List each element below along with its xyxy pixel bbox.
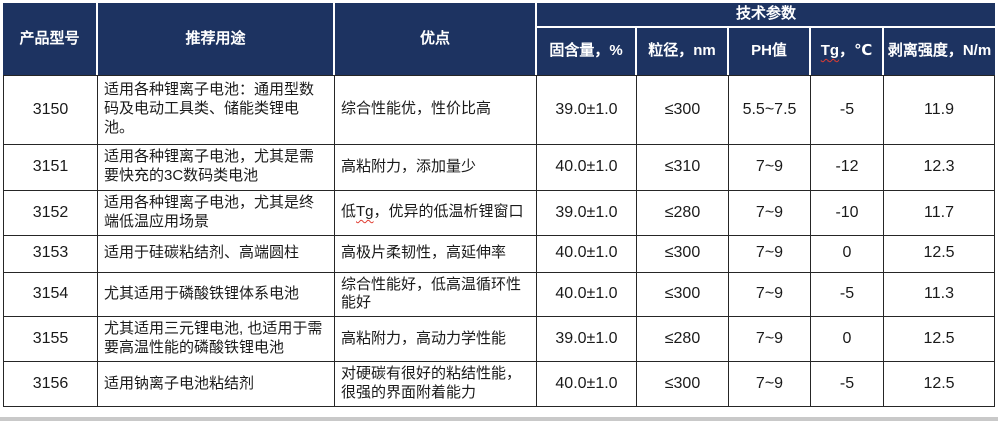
cell-model: 3153 xyxy=(3,235,98,273)
tg-text-spellcheck: Tg xyxy=(356,203,374,221)
header-row-top: 产品型号 推荐用途 优点 技术参数 xyxy=(3,3,996,75)
cell-peel-strength: 11.9 xyxy=(884,74,996,145)
cell-tg: -5 xyxy=(811,362,884,408)
screenshot-bottom-edge xyxy=(0,417,998,421)
header-cell-tech-params: 技术参数 xyxy=(537,3,996,28)
product-spec-table: 产品型号 推荐用途 优点 技术参数 固含量，% 粒径，nm PH值 Tg，℃ 剥… xyxy=(3,3,996,408)
cell-particle-size: ≤280 xyxy=(637,190,729,236)
cell-advantage: 低Tg，优异的低温析锂窗口 xyxy=(335,190,537,236)
advantage-text: ，优异的低温析锂窗口 xyxy=(373,203,524,221)
cell-tg: -10 xyxy=(811,190,884,236)
cell-peel-strength: 12.3 xyxy=(884,144,996,191)
cell-tg: 0 xyxy=(811,317,884,363)
cell-peel-strength: 11.7 xyxy=(884,190,996,236)
table-row: 3152 适用各种锂离子电池，尤其是终端低温应用场景 低Tg，优异的低温析锂窗口… xyxy=(3,190,996,236)
table-row: 3154 尤其适用于磷酸铁锂体系电池 综合性能好，低高温循环性能好 40.0±1… xyxy=(3,272,996,318)
header-cell-product: 产品型号 xyxy=(3,3,98,75)
cell-ph: 7~9 xyxy=(729,317,811,363)
cell-ph: 7~9 xyxy=(729,362,811,408)
cell-ph: 7~9 xyxy=(729,272,811,318)
header-cell-ph: PH值 xyxy=(729,27,811,75)
table-row: 3150 适用各种锂离子电池：通用型数码及电动工具类、储能类锂电池。 综合性能优… xyxy=(3,74,996,145)
table-row: 3156 适用钠离子电池粘结剂 对硬碳有很好的粘结性能，很强的界面附着能力 40… xyxy=(3,362,996,408)
cell-tg: -5 xyxy=(811,272,884,318)
header-cell-peel-strength: 剥离强度，N/m xyxy=(884,27,996,75)
cell-usage: 适用各种锂离子电池，尤其是终端低温应用场景 xyxy=(98,190,335,236)
cell-particle-size: ≤300 xyxy=(637,272,729,318)
header-cell-advantage: 优点 xyxy=(335,3,537,75)
header-cell-solid-content: 固含量，% xyxy=(537,27,637,75)
cell-ph: 7~9 xyxy=(729,144,811,191)
tg-unit-label: ，℃ xyxy=(839,41,873,59)
cell-advantage: 综合性能好，低高温循环性能好 xyxy=(335,272,537,318)
cell-model: 3156 xyxy=(3,362,98,408)
cell-advantage: 综合性能优，性价比高 xyxy=(335,74,537,145)
cell-advantage: 对硬碳有很好的粘结性能，很强的界面附着能力 xyxy=(335,362,537,408)
table-row: 3151 适用各种锂离子电池，尤其是需要快充的3C数码类电池 高粘附力，添加量少… xyxy=(3,144,996,191)
cell-usage: 适用钠离子电池粘结剂 xyxy=(98,362,335,408)
cell-solid-content: 40.0±1.0 xyxy=(537,144,637,191)
cell-solid-content: 39.0±1.0 xyxy=(537,190,637,236)
cell-particle-size: ≤310 xyxy=(637,144,729,191)
cell-tg: 0 xyxy=(811,235,884,273)
cell-advantage: 高极片柔韧性，高延伸率 xyxy=(335,235,537,273)
cell-peel-strength: 12.5 xyxy=(884,317,996,363)
cell-ph: 7~9 xyxy=(729,235,811,273)
cell-particle-size: ≤280 xyxy=(637,317,729,363)
tg-label-spellcheck: Tg xyxy=(820,41,840,59)
table-header: 产品型号 推荐用途 优点 技术参数 固含量，% 粒径，nm PH值 Tg，℃ 剥… xyxy=(3,3,996,75)
cell-advantage: 高粘附力，高动力学性能 xyxy=(335,317,537,363)
cell-solid-content: 39.0±1.0 xyxy=(537,317,637,363)
cell-model: 3152 xyxy=(3,190,98,236)
table-body: 3150 适用各种锂离子电池：通用型数码及电动工具类、储能类锂电池。 综合性能优… xyxy=(3,74,996,408)
cell-model: 3151 xyxy=(3,144,98,191)
cell-advantage: 高粘附力，添加量少 xyxy=(335,144,537,191)
table-row: 3155 尤其适用三元锂电池, 也适用于需要高温性能的磷酸铁锂电池 高粘附力，高… xyxy=(3,317,996,363)
table-row: 3153 适用于硅碳粘结剂、高端圆柱 高极片柔韧性，高延伸率 40.0±1.0 … xyxy=(3,235,996,273)
cell-solid-content: 40.0±1.0 xyxy=(537,362,637,408)
cell-particle-size: ≤300 xyxy=(637,362,729,408)
cell-ph: 7~9 xyxy=(729,190,811,236)
cell-solid-content: 40.0±1.0 xyxy=(537,235,637,273)
header-row-sub: 固含量，% 粒径，nm PH值 Tg，℃ 剥离强度，N/m xyxy=(3,27,996,75)
cell-usage: 尤其适用三元锂电池, 也适用于需要高温性能的磷酸铁锂电池 xyxy=(98,317,335,363)
cell-usage: 尤其适用于磷酸铁锂体系电池 xyxy=(98,272,335,318)
cell-solid-content: 40.0±1.0 xyxy=(537,272,637,318)
cell-tg: -5 xyxy=(811,74,884,145)
cell-peel-strength: 12.5 xyxy=(884,235,996,273)
cell-ph: 5.5~7.5 xyxy=(729,74,811,145)
cell-solid-content: 39.0±1.0 xyxy=(537,74,637,145)
cell-particle-size: ≤300 xyxy=(637,235,729,273)
cell-model: 3150 xyxy=(3,74,98,145)
cell-particle-size: ≤300 xyxy=(637,74,729,145)
cell-usage: 适用各种锂离子电池：通用型数码及电动工具类、储能类锂电池。 xyxy=(98,74,335,145)
advantage-text: 低 xyxy=(341,203,357,221)
cell-usage: 适用于硅碳粘结剂、高端圆柱 xyxy=(98,235,335,273)
cell-tg: -12 xyxy=(811,144,884,191)
header-cell-particle-size: 粒径，nm xyxy=(637,27,729,75)
cell-usage: 适用各种锂离子电池，尤其是需要快充的3C数码类电池 xyxy=(98,144,335,191)
cell-model: 3154 xyxy=(3,272,98,318)
header-cell-tg: Tg，℃ xyxy=(811,27,884,75)
cell-model: 3155 xyxy=(3,317,98,363)
header-cell-usage: 推荐用途 xyxy=(98,3,335,75)
cell-peel-strength: 11.3 xyxy=(884,272,996,318)
cell-peel-strength: 12.5 xyxy=(884,362,996,408)
